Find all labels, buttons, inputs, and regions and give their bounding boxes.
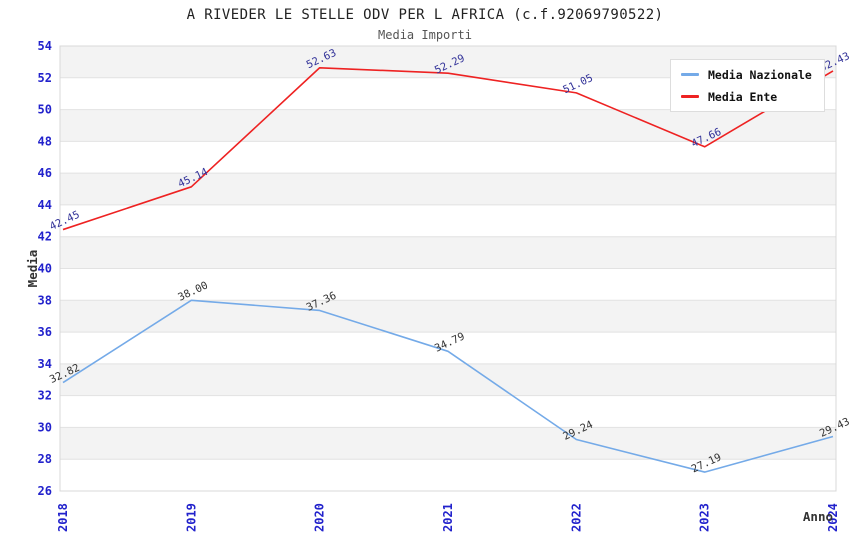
x-tick-label: 2018	[56, 503, 70, 532]
plot-band	[60, 300, 836, 333]
y-tick-label: 52	[38, 71, 52, 85]
legend-item-media-nazionale: Media Nazionale	[681, 67, 812, 82]
y-axis-title: Media	[25, 250, 40, 288]
y-tick-label: 48	[38, 134, 52, 148]
series-line-media-nazionale	[62, 299, 834, 473]
series-line-media-ente	[62, 66, 834, 231]
chart-subtitle: Media Importi	[378, 28, 472, 42]
x-axis-title: Anno	[803, 509, 833, 524]
data-label: 34.79	[433, 330, 467, 354]
legend-label-media-nazionale: Media Nazionale	[708, 67, 812, 82]
plot-band	[60, 236, 836, 269]
x-tick-label: 2020	[313, 503, 327, 532]
plot-band	[60, 173, 836, 205]
y-tick-label: 54	[38, 39, 52, 53]
y-tick-label: 34	[38, 357, 52, 371]
y-tick-label: 26	[38, 484, 52, 498]
y-tick-label: 42	[38, 230, 52, 244]
x-tick-label: 2021	[441, 503, 455, 532]
chart-title: A RIVEDER LE STELLE ODV PER L AFRICA (c.…	[186, 7, 664, 23]
legend-swatch-media-ente	[681, 95, 699, 98]
y-tick-label: 32	[38, 389, 52, 403]
x-tick-label: 2019	[184, 503, 198, 532]
y-tick-label: 30	[38, 420, 52, 434]
y-tick-label: 28	[38, 452, 52, 466]
x-tick-label: 2022	[569, 503, 583, 532]
plot-border	[59, 45, 837, 492]
legend-label-media-ente: Media Ente	[708, 89, 778, 104]
x-tick-label: 2024	[826, 503, 840, 532]
legend-swatch-media-nazionale	[681, 73, 699, 76]
y-tick-label: 50	[38, 103, 52, 117]
x-tick-label: 2023	[698, 503, 712, 532]
y-tick-label: 36	[38, 325, 52, 339]
plot-band	[60, 363, 836, 396]
chart-legend: Media Nazionale Media Ente	[670, 59, 825, 112]
plot-band	[60, 109, 836, 142]
y-tick-label: 38	[38, 293, 52, 307]
legend-item-media-ente: Media Ente	[681, 89, 812, 104]
plot-band	[60, 427, 836, 460]
y-tick-label: 40	[38, 262, 52, 276]
y-tick-label: 46	[38, 166, 52, 180]
y-tick-label: 44	[38, 198, 52, 212]
